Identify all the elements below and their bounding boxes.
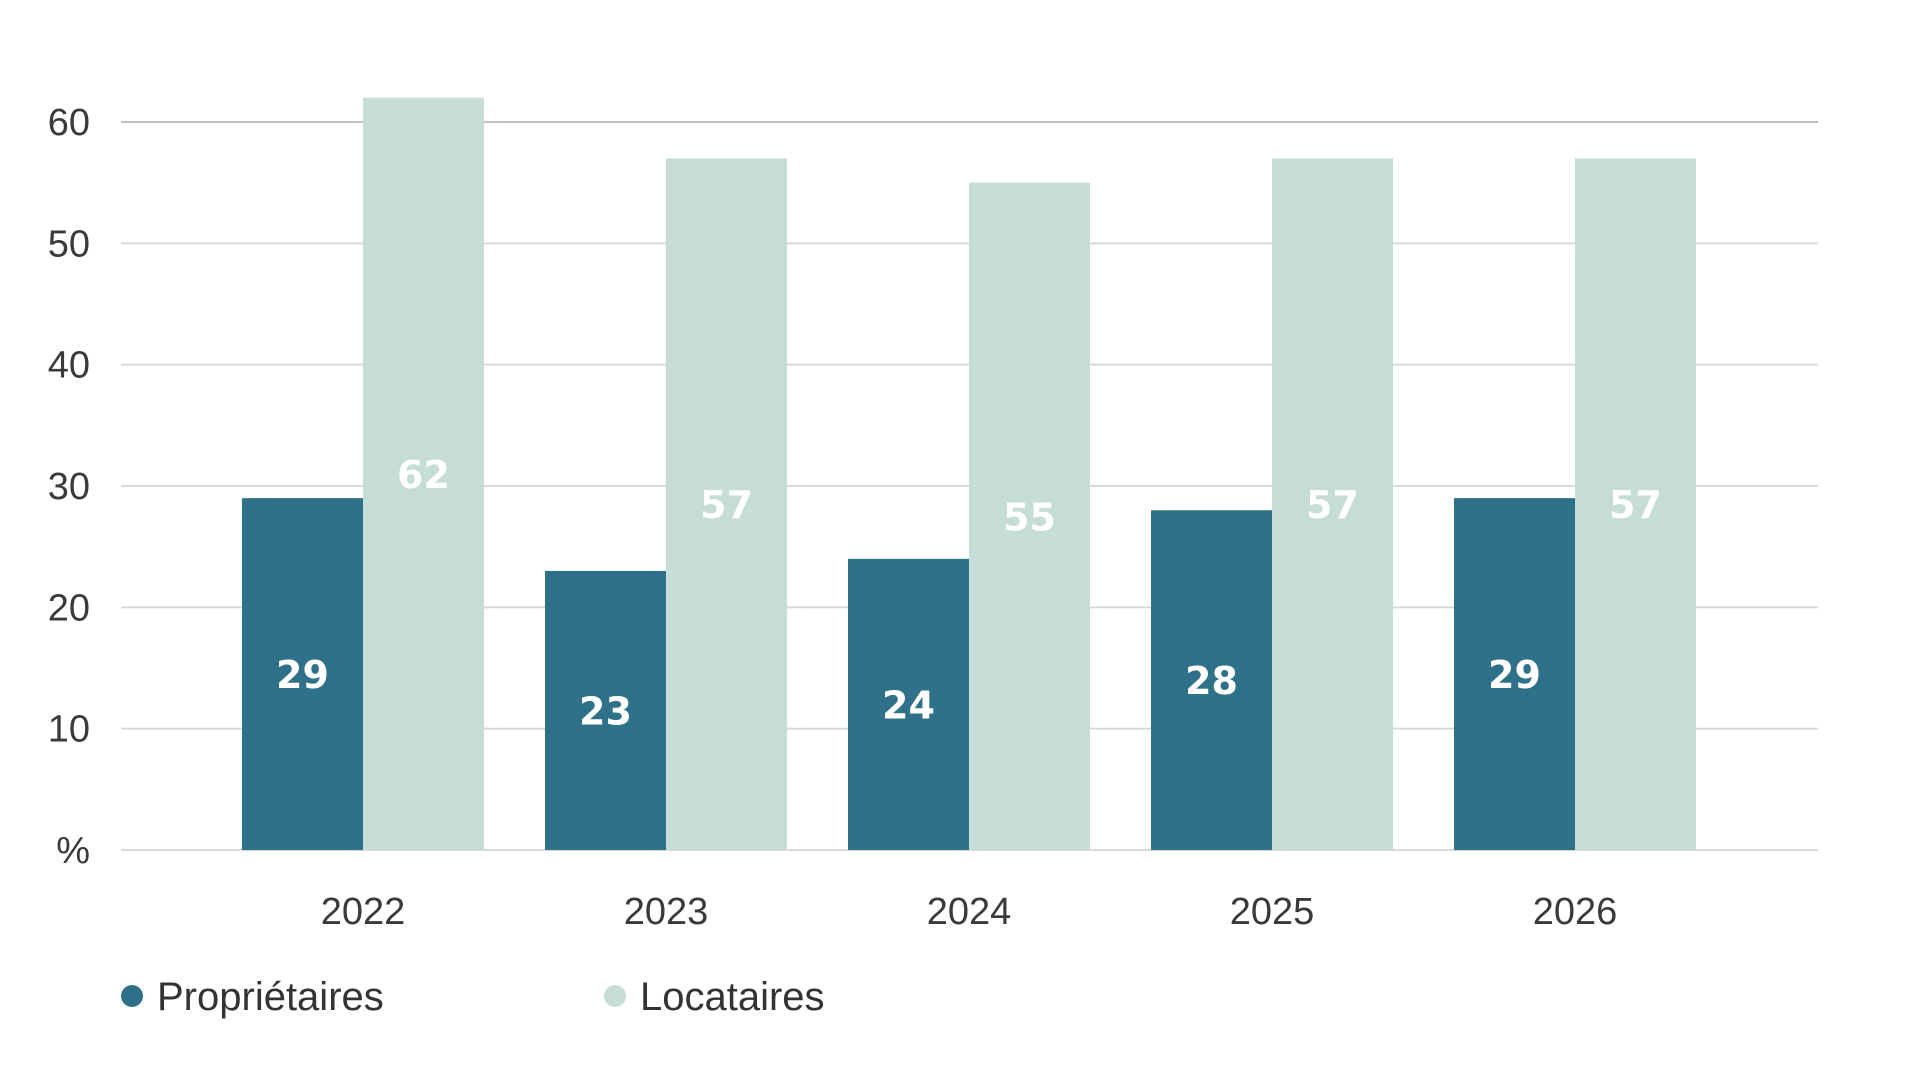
data-label: 57 <box>1306 483 1359 527</box>
bar-locataires-2023 <box>666 158 787 850</box>
bar-locataires-2022 <box>363 97 484 850</box>
y-tick-label: 20 <box>48 587 90 629</box>
legend-marker-icon <box>604 985 626 1007</box>
x-tick-label: 2024 <box>927 891 1012 933</box>
bars <box>242 97 1696 850</box>
legend-item-locataires: Locataires <box>604 975 825 1019</box>
legend-label: Locataires <box>640 975 825 1019</box>
bar-locataires-2026 <box>1575 158 1696 850</box>
x-tick-label: 2025 <box>1230 891 1315 933</box>
data-labels: 29 62 23 57 24 55 28 57 29 57 <box>276 453 1662 734</box>
bar-propriétaires-2024 <box>848 558 969 850</box>
legend-label: Propriétaires <box>157 975 384 1019</box>
x-tick-label: 2022 <box>321 891 406 933</box>
y-axis-ticks: % 10 20 30 40 50 60 <box>48 102 90 872</box>
bar-propriétaires-2022 <box>242 498 363 850</box>
y-tick-label: % <box>56 830 90 872</box>
data-label: 28 <box>1185 659 1238 703</box>
legend: Propriétaires Locataires <box>121 975 825 1019</box>
legend-item-propriétaires: Propriétaires <box>121 975 384 1019</box>
data-label: 57 <box>700 483 753 527</box>
x-tick-label: 2023 <box>624 891 709 933</box>
y-tick-label: 60 <box>48 102 90 144</box>
bar-locataires-2025 <box>1272 158 1393 850</box>
x-axis-ticks: 2022 2023 2024 2025 2026 <box>321 891 1618 933</box>
data-label: 55 <box>1003 495 1056 539</box>
bar-propriétaires-2025 <box>1151 510 1272 850</box>
y-tick-label: 50 <box>48 223 90 265</box>
bar-locataires-2024 <box>969 182 1090 850</box>
data-label: 62 <box>397 453 450 497</box>
y-tick-label: 30 <box>48 466 90 508</box>
data-label: 29 <box>276 653 329 697</box>
data-label: 29 <box>1488 653 1541 697</box>
data-label: 23 <box>579 689 632 733</box>
bar-propriétaires-2023 <box>545 570 666 850</box>
bar-propriétaires-2026 <box>1454 498 1575 850</box>
data-label: 57 <box>1609 483 1662 527</box>
y-tick-label: 10 <box>48 709 90 751</box>
legend-marker-icon <box>121 985 143 1007</box>
x-tick-label: 2026 <box>1533 891 1618 933</box>
y-tick-label: 40 <box>48 345 90 387</box>
data-label: 24 <box>882 683 935 727</box>
